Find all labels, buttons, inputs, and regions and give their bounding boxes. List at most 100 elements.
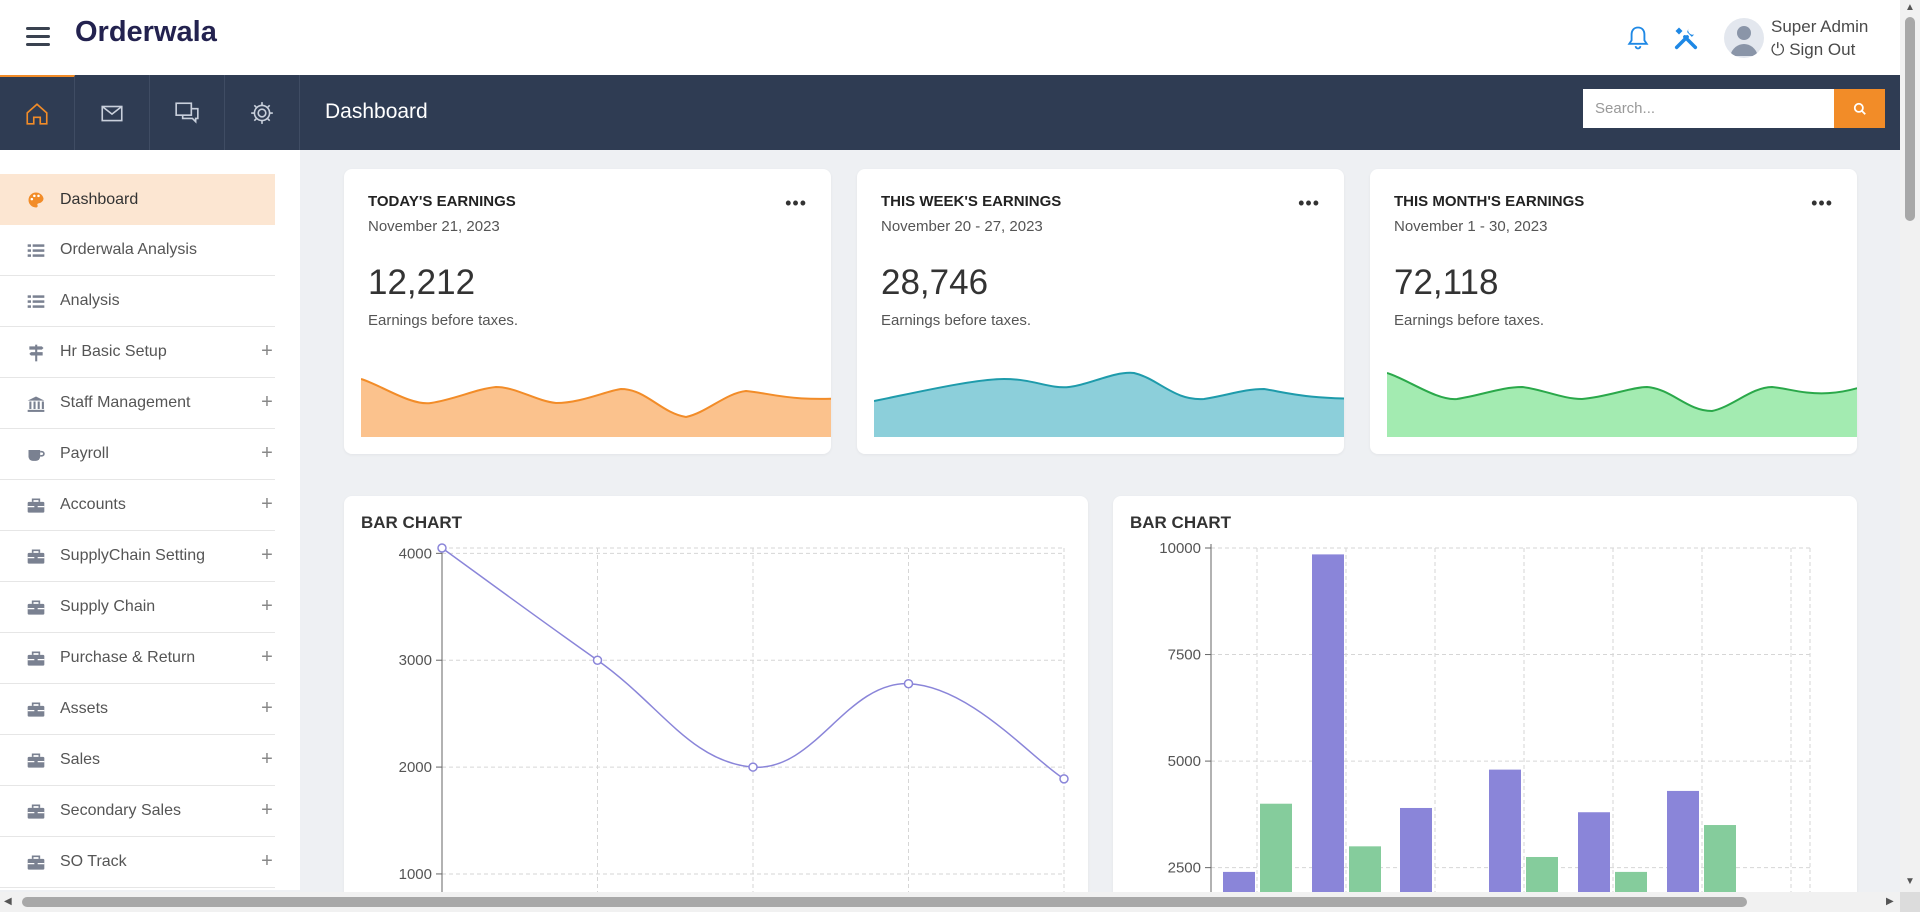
sidebar-item-label: Secondary Sales xyxy=(60,802,181,819)
y-tick-label: 1000 xyxy=(399,866,432,883)
expand-plus-icon[interactable]: + xyxy=(261,697,273,719)
vertical-scroll-thumb[interactable] xyxy=(1905,17,1915,221)
sidebar-item-label: Supply Chain xyxy=(60,598,156,615)
avatar[interactable] xyxy=(1724,18,1764,58)
y-tick-label: 7500 xyxy=(1168,647,1201,664)
briefcase-icon xyxy=(25,700,47,720)
briefcase-icon xyxy=(25,547,47,567)
y-tick-label: 2500 xyxy=(1168,860,1201,877)
y-tick-label: 3000 xyxy=(399,652,432,669)
sparkline-area-chart xyxy=(361,378,831,437)
chat-nav-button[interactable] xyxy=(150,75,225,150)
scroll-left-icon[interactable]: ◀ xyxy=(4,896,12,907)
more-options-icon[interactable]: ••• xyxy=(1811,193,1833,213)
earnings-card: THIS WEEK'S EARNINGS ••• November 20 - 27,… xyxy=(857,169,1344,454)
expand-plus-icon[interactable]: + xyxy=(261,595,273,617)
data-point[interactable] xyxy=(437,543,447,553)
sidebar-item-supplychain-setting[interactable]: SupplyChain Setting + xyxy=(0,531,275,582)
sidebar-item-orderwala-analysis[interactable]: Orderwala Analysis xyxy=(0,225,275,276)
earnings-subtitle: Earnings before taxes. xyxy=(1394,312,1545,329)
sidebar-item-label: Orderwala Analysis xyxy=(60,241,197,258)
home-nav-button[interactable] xyxy=(0,75,75,150)
sidebar-item-staff-management[interactable]: Staff Management + xyxy=(0,378,275,429)
earnings-value: 72,118 xyxy=(1394,263,1499,302)
scroll-up-icon[interactable]: ▲ xyxy=(1905,2,1915,13)
chart-title: BAR CHART xyxy=(361,513,463,532)
sidebar-item-assets[interactable]: Assets + xyxy=(0,684,275,735)
sidebar-item-label: Payroll xyxy=(60,445,109,462)
sidebar-item-analysis[interactable]: Analysis xyxy=(0,276,275,327)
expand-plus-icon[interactable]: + xyxy=(261,442,273,464)
sidebar-item-hr-basic-setup[interactable]: Hr Basic Setup + xyxy=(0,327,275,378)
scroll-right-icon[interactable]: ▶ xyxy=(1886,896,1894,907)
earnings-card: THIS MONTH'S EARNINGS ••• November 1 - 30,… xyxy=(1370,169,1857,454)
sidebar-item-purchase-return[interactable]: Purchase & Return + xyxy=(0,633,275,684)
bell-icon[interactable] xyxy=(1624,24,1652,52)
y-tick-label: 4000 xyxy=(399,545,432,562)
earnings-value: 28,746 xyxy=(881,263,989,302)
sidebar-item-label: Purchase & Return xyxy=(60,649,196,666)
settings-nav-button[interactable] xyxy=(225,75,300,150)
earnings-title: THIS MONTH'S EARNINGS xyxy=(1394,193,1585,210)
bank-icon xyxy=(25,394,47,414)
data-point[interactable] xyxy=(1059,774,1069,784)
sidebar-item-dashboard[interactable]: Dashboard xyxy=(0,174,275,225)
expand-plus-icon[interactable]: + xyxy=(261,799,273,821)
data-point[interactable] xyxy=(592,655,603,665)
bar-chart: 2500 5000 7500 10000 xyxy=(1159,540,1811,912)
search-button[interactable] xyxy=(1834,89,1885,128)
expand-plus-icon[interactable]: + xyxy=(261,850,273,872)
briefcase-icon xyxy=(25,649,47,669)
sidebar-item-label: Accounts xyxy=(60,496,126,513)
bar[interactable] xyxy=(1489,769,1521,912)
search-input[interactable] xyxy=(1583,89,1834,128)
expand-plus-icon[interactable]: + xyxy=(261,646,273,668)
briefcase-icon xyxy=(25,496,47,516)
earnings-date: November 1 - 30, 2023 xyxy=(1394,218,1548,235)
expand-plus-icon[interactable]: + xyxy=(261,748,273,770)
y-tick-label: 2000 xyxy=(399,759,432,776)
horizontal-scroll-thumb[interactable] xyxy=(22,897,1747,907)
mail-nav-button[interactable] xyxy=(75,75,150,150)
sign-out-link[interactable]: ⏻ Sign Out xyxy=(1771,40,1855,60)
horizontal-scrollbar[interactable]: ◀ ▶ xyxy=(0,892,1900,912)
more-options-icon[interactable]: ••• xyxy=(1298,193,1320,213)
top-header: Orderwala Super Admin ⏻ Sign Out xyxy=(0,0,1900,75)
coffee-icon xyxy=(25,445,47,465)
y-tick-label: 5000 xyxy=(1168,753,1201,770)
earnings-title: TODAY'S EARNINGS xyxy=(368,193,516,210)
sidebar-item-payroll[interactable]: Payroll + xyxy=(0,429,275,480)
expand-plus-icon[interactable]: + xyxy=(261,391,273,413)
palette-icon xyxy=(25,190,47,210)
sparkline-area xyxy=(361,379,831,437)
signpost-icon xyxy=(25,343,47,363)
search-icon xyxy=(1853,102,1866,115)
tools-icon[interactable] xyxy=(1672,24,1700,52)
user-name: Super Admin xyxy=(1771,17,1869,36)
vertical-scrollbar[interactable]: ▲ ▼ xyxy=(1900,0,1920,892)
sidebar: Dashboard Orderwala Analysis Analysis Hr Ba… xyxy=(0,150,300,890)
bar[interactable] xyxy=(1667,790,1699,912)
sidebar-item-label: Dashboard xyxy=(60,190,139,208)
sidebar-item-accounts[interactable]: Accounts + xyxy=(0,480,275,531)
sidebar-item-label: Staff Management xyxy=(60,394,191,411)
expand-plus-icon[interactable]: + xyxy=(261,544,273,566)
gear-icon xyxy=(251,101,273,124)
brand-logo[interactable]: Orderwala xyxy=(75,16,217,48)
data-point[interactable] xyxy=(903,678,914,689)
sparkline-area xyxy=(874,372,1344,437)
more-options-icon[interactable]: ••• xyxy=(785,193,807,213)
data-point[interactable] xyxy=(748,762,758,772)
sidebar-item-supply-chain[interactable]: Supply Chain + xyxy=(0,582,275,633)
hamburger-menu-icon[interactable] xyxy=(26,27,50,47)
sidebar-item-label: SO Track xyxy=(60,853,127,870)
bar[interactable] xyxy=(1312,554,1344,912)
sparkline-area xyxy=(1387,373,1857,437)
sidebar-item-sales[interactable]: Sales + xyxy=(0,735,275,786)
sidebar-item-so-track[interactable]: SO Track + xyxy=(0,837,275,888)
expand-plus-icon[interactable]: + xyxy=(261,340,273,362)
scroll-down-icon[interactable]: ▼ xyxy=(1905,876,1915,887)
scrollbar-corner xyxy=(1900,892,1920,912)
sidebar-item-secondary-sales[interactable]: Secondary Sales + xyxy=(0,786,275,837)
expand-plus-icon[interactable]: + xyxy=(261,493,273,515)
